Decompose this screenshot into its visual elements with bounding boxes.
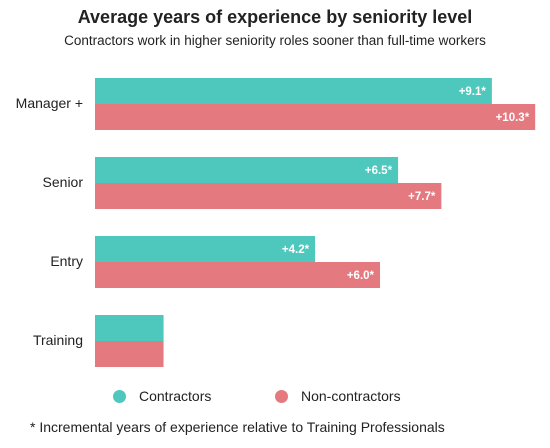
- category-label: Senior: [43, 174, 84, 190]
- contractors-swatch: [113, 389, 126, 403]
- legend-label-non-contractors: Non-contractors: [301, 388, 401, 404]
- bar-non-contractors: [95, 341, 164, 367]
- bar-chart: Manager + +9.1* +10.3* Senior +6.5* +7.7* Entr…: [16, 78, 536, 367]
- chart-title: Average years of experience by seniority…: [77, 7, 473, 27]
- category-label: Entry: [50, 253, 83, 269]
- bar-non-contractors: [95, 104, 536, 130]
- data-label: +6.0*: [347, 270, 375, 282]
- legend-label-contractors: Contractors: [139, 388, 212, 404]
- bar-non-contractors: [95, 183, 442, 209]
- legend-item-non-contractors: Non-contractors: [275, 388, 401, 404]
- bar-non-contractors: [95, 262, 381, 288]
- legend: Contractors Non-contractors: [0, 388, 550, 408]
- data-label: +7.7*: [408, 191, 436, 203]
- data-label: +10.3*: [496, 112, 530, 124]
- bar-contractors: [95, 315, 164, 341]
- footnote: * Incremental years of experience relati…: [30, 419, 445, 435]
- non-contractors-swatch: [275, 389, 288, 403]
- data-label: +4.2*: [282, 244, 310, 256]
- category-label: Manager +: [16, 95, 83, 111]
- bar-contractors: [95, 78, 492, 104]
- category-label: Training: [33, 332, 83, 348]
- data-label: +9.1*: [459, 86, 487, 98]
- legend-item-contractors: Contractors: [113, 388, 211, 404]
- bar-contractors: [95, 157, 399, 183]
- chart-subtitle: Contractors work in higher seniority rol…: [64, 33, 486, 48]
- data-label: +6.5*: [365, 165, 393, 177]
- bar-contractors: [95, 236, 316, 262]
